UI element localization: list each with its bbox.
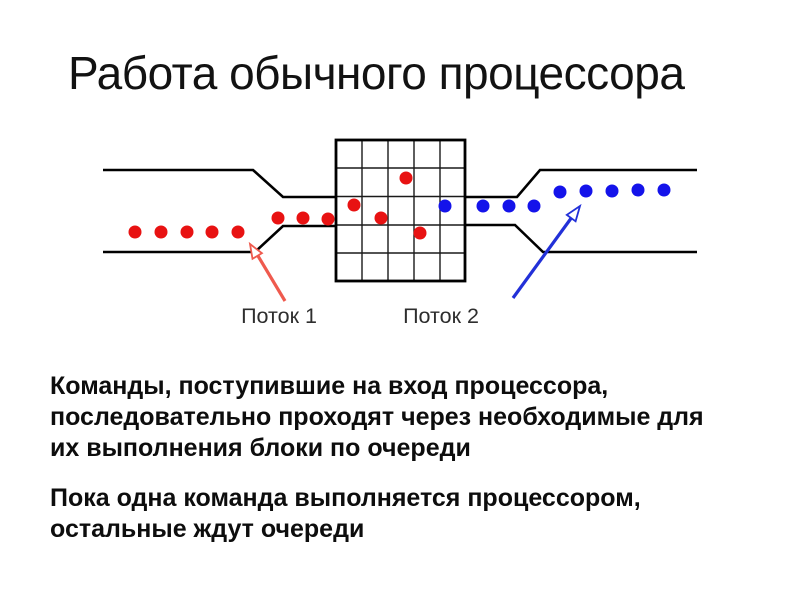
- stream2-arrow-head: [565, 203, 582, 223]
- instruction-dot: [321, 212, 335, 226]
- body-text: Команды, поступившие на вход процессора,…: [50, 371, 770, 564]
- stream1-arrow-shaft: [254, 251, 287, 302]
- paragraph-1: Команды, поступившие на вход процессора,…: [50, 371, 770, 464]
- instruction-dot: [154, 225, 168, 239]
- instruction-dot: [271, 211, 285, 225]
- instruction-dot: [579, 184, 593, 198]
- instruction-dot: [347, 198, 361, 212]
- stream2-arrow-shaft: [511, 216, 574, 299]
- instruction-dot: [180, 225, 194, 239]
- paragraph-2: Пока одна команда выполняется процессоро…: [50, 483, 770, 545]
- stream1-arrow-head: [248, 241, 264, 261]
- stream2-dots: [438, 183, 671, 213]
- instruction-dot: [128, 225, 142, 239]
- text-line: Команды, поступившие на вход процессора,: [50, 372, 609, 400]
- instruction-dot: [438, 199, 452, 213]
- instruction-dot: [296, 211, 310, 225]
- instruction-dot: [502, 199, 516, 213]
- instruction-dot: [605, 184, 619, 198]
- instruction-dot: [374, 211, 388, 225]
- stream1-label: Поток 1: [241, 304, 317, 328]
- instruction-dot: [553, 185, 567, 199]
- instruction-dot: [399, 171, 413, 185]
- instruction-dot: [231, 225, 245, 239]
- text-line: остальные ждут очереди: [50, 515, 365, 543]
- text-line: последовательно проходят через необходим…: [50, 403, 704, 431]
- stream1-arrow: [248, 241, 287, 302]
- pipe-top-left-line: [103, 168, 336, 199]
- instruction-dot: [476, 199, 490, 213]
- text-line: Пока одна команда выполняется процессоро…: [50, 484, 641, 512]
- stream2-label: Поток 2: [403, 304, 479, 328]
- stream2-arrow: [511, 203, 582, 299]
- instruction-dot: [205, 225, 219, 239]
- pipe-bottom-left-line: [103, 224, 336, 254]
- instruction-dot: [527, 199, 541, 213]
- pipe-bottom-right-line: [465, 223, 697, 254]
- instruction-dot: [631, 183, 645, 197]
- pipe-outline: [103, 168, 697, 254]
- slide-title: Работа обычного процессора: [68, 47, 685, 99]
- text-line: их выполнения блоки по очереди: [50, 434, 471, 462]
- instruction-dot: [657, 183, 671, 197]
- processor-grid-inner-lines: [336, 140, 465, 281]
- processor-grid: [334, 138, 467, 283]
- stream1-dots: [128, 171, 427, 240]
- instruction-dot: [413, 226, 427, 240]
- processor-grid-border: [334, 138, 467, 283]
- pipe-top-right-line: [465, 168, 697, 199]
